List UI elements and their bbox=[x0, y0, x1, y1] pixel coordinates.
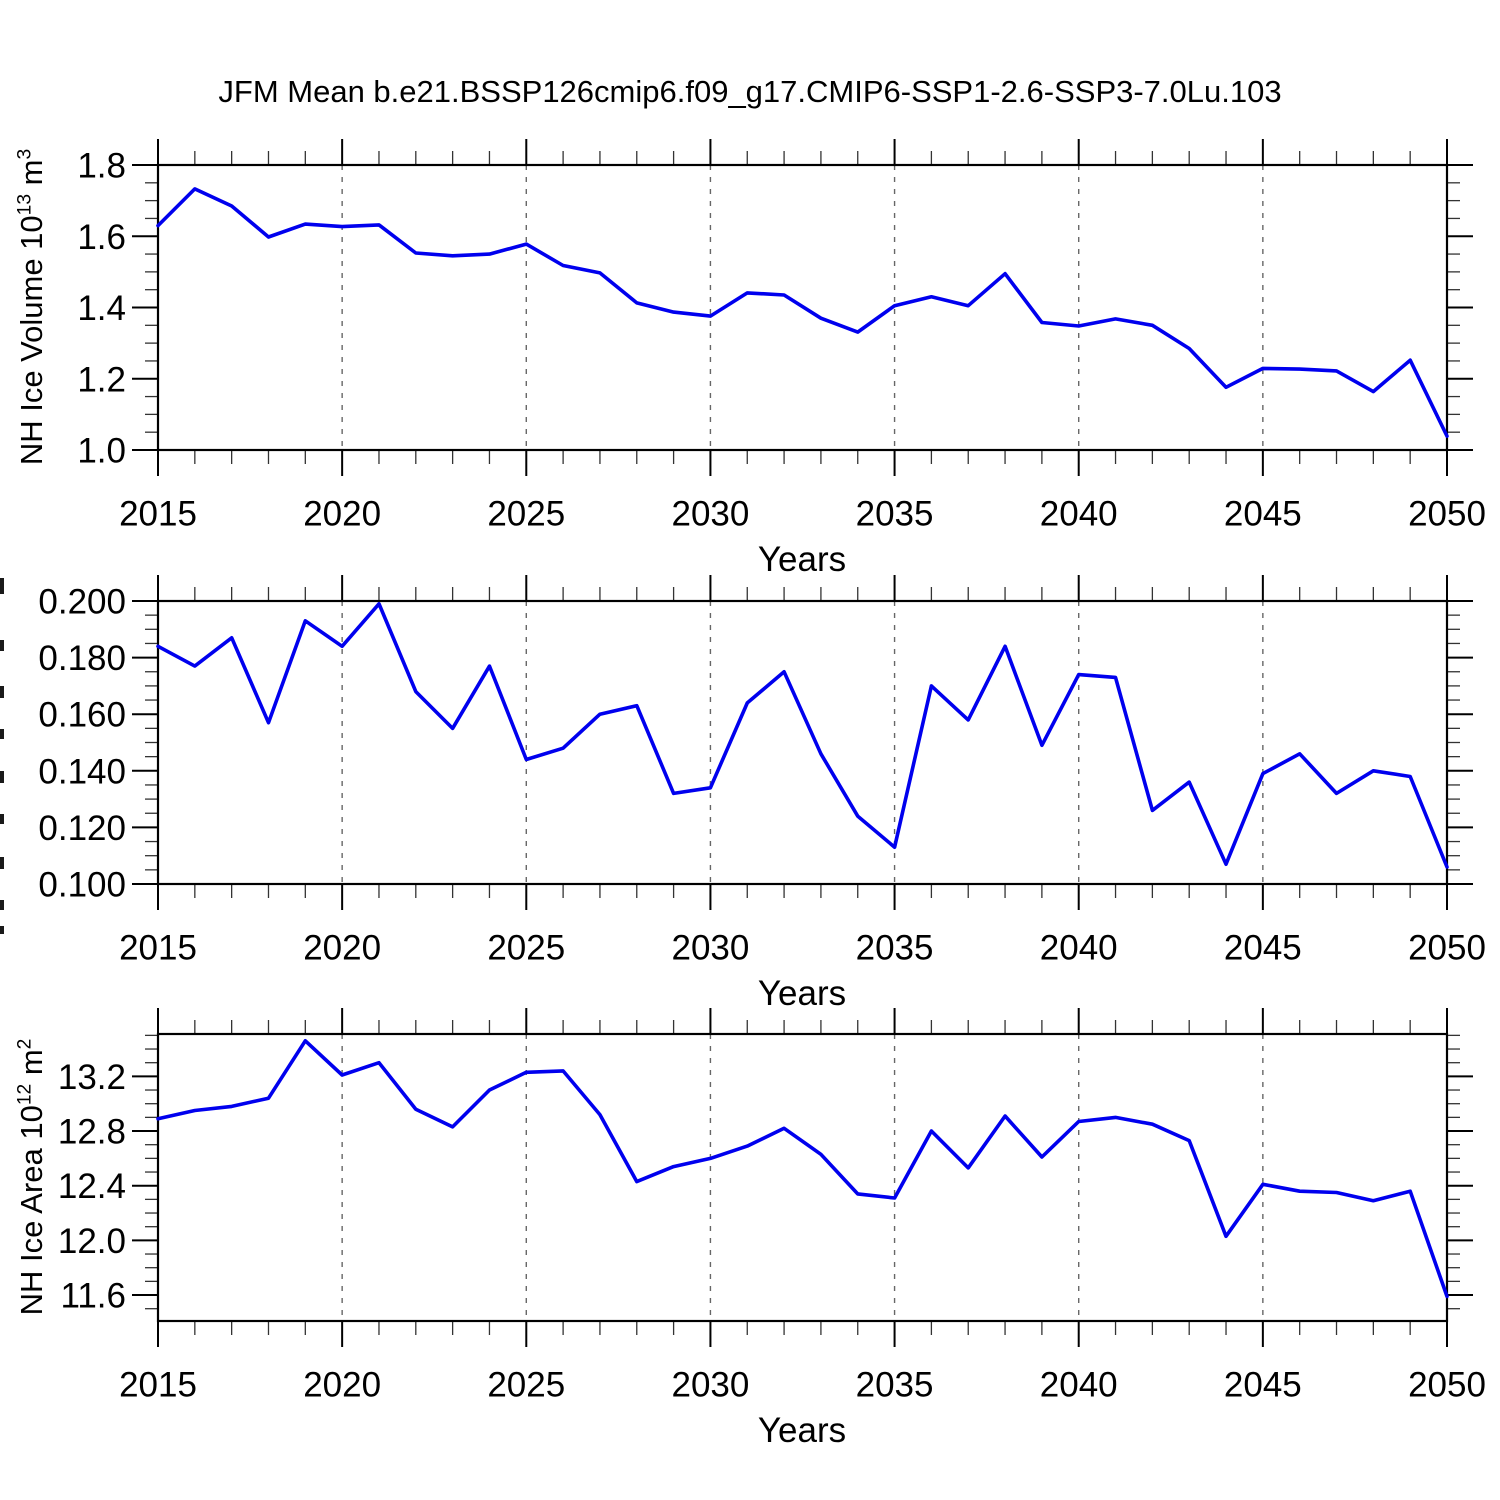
x-tick-label: 2025 bbox=[487, 929, 565, 968]
chart-middle-series-ylabel-clipped: 2015 2020 2025 2030 2035 2040 2045 2050 0.100 0.1… bbox=[38, 575, 1486, 968]
x-tick-label: 2045 bbox=[1224, 929, 1302, 968]
clipped-y-axis-label-fragment bbox=[0, 686, 4, 698]
y-tick-label: 0.200 bbox=[38, 583, 126, 622]
y-tick-label: 12.4 bbox=[58, 1167, 126, 1206]
plot-frame bbox=[156, 1032, 1449, 1323]
plot-frame bbox=[156, 163, 1449, 452]
clipped-y-axis-label-fragment bbox=[0, 729, 4, 739]
x-tick-label: 2035 bbox=[856, 495, 934, 534]
x-tick-label: 2020 bbox=[303, 1366, 381, 1405]
y-tick-label: 1.0 bbox=[77, 432, 126, 471]
x-tick-label: 2040 bbox=[1040, 495, 1118, 534]
x-tick-label: 2050 bbox=[1408, 929, 1486, 968]
x-axis-title-chart3: Years bbox=[757, 1411, 847, 1450]
x-tick-label: 2030 bbox=[671, 495, 749, 534]
clipped-y-axis-label-fragment bbox=[0, 640, 4, 651]
x-tick-label: 2025 bbox=[487, 495, 565, 534]
y-tick-label: 0.120 bbox=[38, 809, 126, 848]
clipped-y-axis-label-fragment bbox=[0, 814, 4, 824]
y-tick-label: 0.180 bbox=[38, 639, 126, 678]
x-tick-label: 2050 bbox=[1408, 495, 1486, 534]
y-axis-title-exponent: 12 bbox=[14, 1083, 36, 1106]
x-tick-label: 2020 bbox=[303, 495, 381, 534]
x-tick-label: 2035 bbox=[856, 929, 934, 968]
y-tick-label: 11.6 bbox=[60, 1277, 126, 1316]
y-axis-title-ice-area: NH Ice Area 1012 m2 bbox=[14, 1039, 50, 1316]
chart-nh-ice-area: 2015 2020 2025 2030 2035 2040 2045 2050 11.6 12.0… bbox=[58, 1008, 1486, 1405]
clipped-y-axis-label-fragment bbox=[0, 578, 4, 594]
clipped-y-axis-label-fragment bbox=[0, 900, 4, 910]
x-axis-title-chart2: Years bbox=[757, 974, 847, 1013]
y-tick-label: 1.2 bbox=[77, 360, 126, 399]
y-axis-title-exponent: 2 bbox=[14, 1038, 36, 1050]
x-tick-label: 2040 bbox=[1040, 929, 1118, 968]
x-tick-label: 2025 bbox=[487, 1366, 565, 1405]
y-tick-label: 0.100 bbox=[38, 866, 126, 905]
y-tick-label: 13.2 bbox=[58, 1058, 126, 1097]
x-tick-label: 2030 bbox=[671, 1366, 749, 1405]
x-tick-label: 2035 bbox=[856, 1366, 934, 1405]
x-tick-label: 2030 bbox=[671, 929, 749, 968]
x-tick-label: 2015 bbox=[119, 495, 197, 534]
x-tick-label: 2045 bbox=[1224, 495, 1302, 534]
y-tick-label: 0.160 bbox=[38, 696, 126, 735]
series-line-middle-series-ylabel-clipped bbox=[156, 601, 1449, 869]
y-tick-label: 0.140 bbox=[38, 752, 126, 791]
y-tick-label: 12.8 bbox=[58, 1113, 126, 1152]
clipped-y-axis-label-fragment bbox=[0, 926, 4, 934]
plot-title: JFM Mean b.e21.BSSP126cmip6.f09_g17.CMIP… bbox=[218, 74, 1282, 109]
x-axis-title-chart1: Years bbox=[757, 540, 847, 579]
y-axis-title-exponent: 3 bbox=[14, 148, 36, 160]
y-axis-title-text: m bbox=[14, 1049, 49, 1084]
x-tick-label: 2020 bbox=[303, 929, 381, 968]
y-tick-label: 1.8 bbox=[77, 147, 126, 186]
clipped-y-axis-label-fragment bbox=[0, 771, 4, 783]
y-axis-title-ice-volume: NH Ice Volume 1013 m3 bbox=[14, 149, 50, 465]
y-tick-label: 1.4 bbox=[77, 289, 126, 328]
plot-frame bbox=[156, 599, 1449, 886]
series-line-nh-ice-volume bbox=[156, 187, 1449, 438]
x-tick-label: 2040 bbox=[1040, 1366, 1118, 1405]
y-axis-title-exponent: 13 bbox=[14, 193, 36, 216]
x-tick-label: 2050 bbox=[1408, 1366, 1486, 1405]
clipped-y-axis-label-fragment bbox=[0, 857, 4, 869]
y-axis-title-text: NH Ice Area 10 bbox=[14, 1105, 49, 1316]
y-axis-title-text: NH Ice Volume 10 bbox=[14, 215, 49, 466]
y-tick-label: 12.0 bbox=[58, 1222, 126, 1261]
series-line-nh-ice-area bbox=[156, 1039, 1449, 1299]
x-tick-label: 2045 bbox=[1224, 1366, 1302, 1405]
chart-nh-ice-volume: 2015 2020 2025 2030 2035 2040 2045 2050 1.0 1.2 1.… bbox=[77, 139, 1486, 534]
x-tick-label: 2015 bbox=[119, 1366, 197, 1405]
y-axis-title-text: m bbox=[14, 159, 49, 194]
x-tick-label: 2015 bbox=[119, 929, 197, 968]
y-tick-label: 1.6 bbox=[77, 218, 126, 257]
